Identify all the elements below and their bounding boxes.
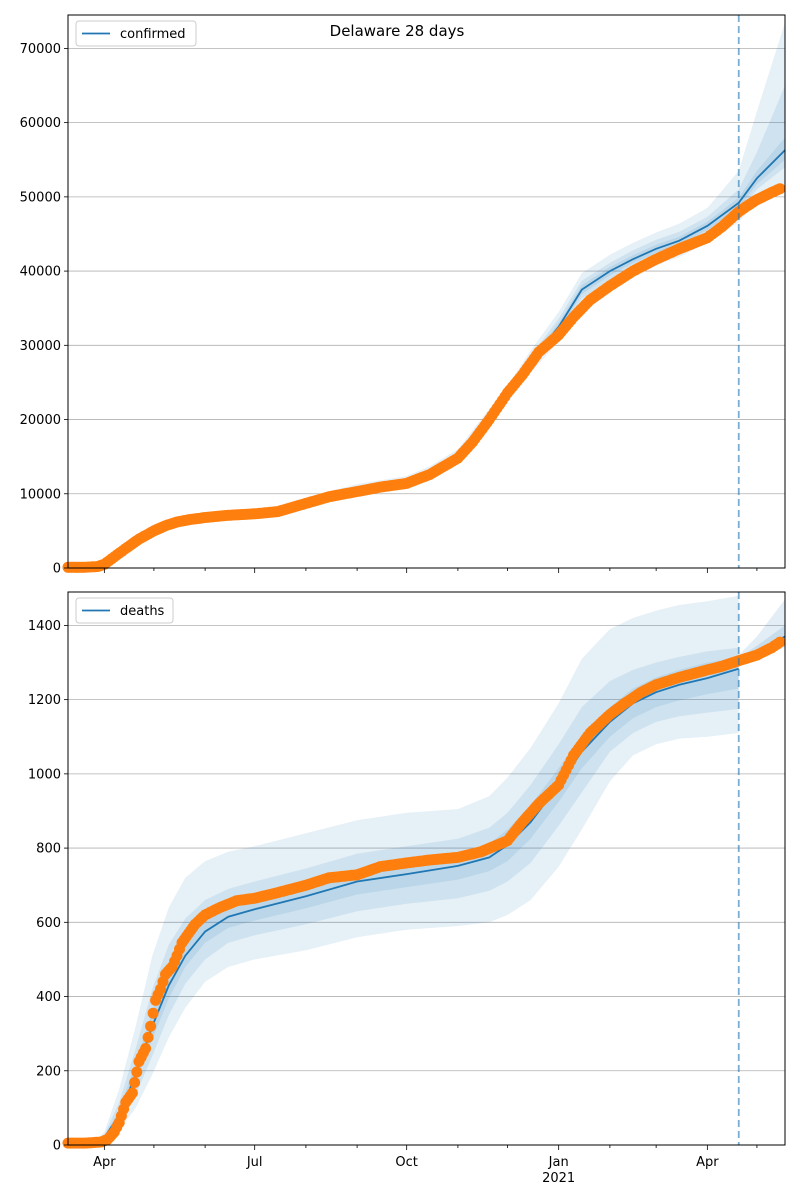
y-axis-ticks: 0 10000 20000 30000 40000 50000 60000 70000 xyxy=(20,42,68,577)
band-inner xyxy=(68,656,739,1145)
plot-frame xyxy=(67,591,786,1146)
y-tick-label: 70000 xyxy=(20,42,61,57)
y-tick-label: 0 xyxy=(53,562,61,577)
observed-point xyxy=(147,1007,159,1019)
x-axis-ticks: Apr Jul Oct Jan Apr 2021 xyxy=(93,1145,758,1186)
y-tick-label: 50000 xyxy=(20,190,61,205)
y-tick-label: 200 xyxy=(36,1064,61,1079)
observed-point xyxy=(126,1087,138,1099)
y-tick-label: 1400 xyxy=(28,619,61,634)
legend-label-confirmed: confirmed xyxy=(120,27,186,42)
legend-label-deaths: deaths xyxy=(120,604,165,619)
x-tick-label: Oct xyxy=(395,1155,417,1170)
y-tick-label: 400 xyxy=(36,990,61,1005)
y-tick-label: 1000 xyxy=(28,767,61,782)
observed-point xyxy=(774,636,786,648)
legend-box xyxy=(75,20,197,47)
legend: confirmed xyxy=(75,20,197,47)
observed-point xyxy=(774,183,786,195)
figure-title: Delaware 28 days xyxy=(330,22,465,40)
observed-point xyxy=(131,1066,143,1078)
x-axis-ticks xyxy=(103,568,758,573)
y-tick-label: 800 xyxy=(36,842,61,857)
y-tick-label: 600 xyxy=(36,916,61,931)
observed-points xyxy=(62,183,786,573)
band-outer xyxy=(68,595,739,1145)
axes-frame xyxy=(67,14,786,569)
observed-point xyxy=(140,1043,152,1054)
legend-box xyxy=(75,597,174,624)
confirmed-panel: 0 10000 20000 30000 40000 50000 60000 70000 con… xyxy=(20,14,786,577)
x-tick-label: Apr xyxy=(93,1155,116,1170)
y-axis-ticks: 0 200 400 600 800 1000 1200 1400 xyxy=(28,619,68,1154)
x-tick-label: Apr xyxy=(696,1155,719,1170)
y-tick-label: 1200 xyxy=(28,693,61,708)
x-tick-label: Jan xyxy=(548,1155,569,1170)
y-tick-label: 0 xyxy=(53,1139,61,1154)
x-tick-label: Jul xyxy=(246,1155,263,1170)
y-tick-label: 20000 xyxy=(20,413,61,428)
y-tick-label: 30000 xyxy=(20,339,61,354)
legend: deaths xyxy=(75,597,174,624)
y-tick-label: 40000 xyxy=(20,265,61,280)
x-year-label: 2021 xyxy=(542,1171,575,1186)
observed-points xyxy=(62,636,786,1149)
observed-point xyxy=(145,1020,157,1032)
axes-frame xyxy=(67,591,786,1146)
y-tick-label: 10000 xyxy=(20,487,61,502)
y-tick-label: 60000 xyxy=(20,116,61,131)
observed-point xyxy=(142,1031,154,1043)
plot-frame xyxy=(67,14,786,569)
observed-point xyxy=(129,1077,141,1088)
